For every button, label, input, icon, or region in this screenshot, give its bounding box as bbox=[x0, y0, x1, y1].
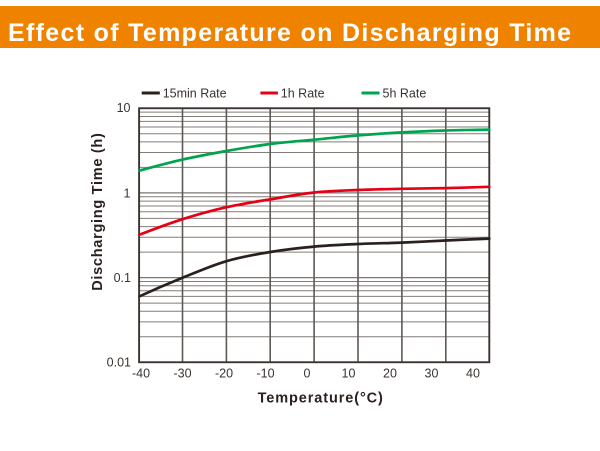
svg-text:1h Rate: 1h Rate bbox=[281, 86, 325, 100]
svg-text:Discharging Time (h): Discharging Time (h) bbox=[90, 132, 106, 290]
svg-text:5h Rate: 5h Rate bbox=[383, 86, 427, 100]
svg-text:1: 1 bbox=[124, 186, 131, 200]
svg-text:30: 30 bbox=[425, 367, 439, 381]
svg-text:15min Rate: 15min Rate bbox=[163, 86, 227, 100]
svg-text:40: 40 bbox=[466, 367, 480, 381]
svg-text:Temperature(°C): Temperature(°C) bbox=[258, 391, 384, 407]
svg-text:0: 0 bbox=[304, 367, 311, 381]
svg-text:-20: -20 bbox=[215, 367, 233, 381]
svg-text:10: 10 bbox=[342, 367, 356, 381]
svg-text:0.01: 0.01 bbox=[107, 356, 131, 370]
svg-text:10: 10 bbox=[117, 101, 131, 115]
svg-text:20: 20 bbox=[383, 367, 397, 381]
svg-text:-10: -10 bbox=[256, 367, 274, 381]
svg-text:0.1: 0.1 bbox=[114, 271, 131, 285]
svg-text:-40: -40 bbox=[132, 367, 150, 381]
svg-text:-30: -30 bbox=[173, 367, 191, 381]
